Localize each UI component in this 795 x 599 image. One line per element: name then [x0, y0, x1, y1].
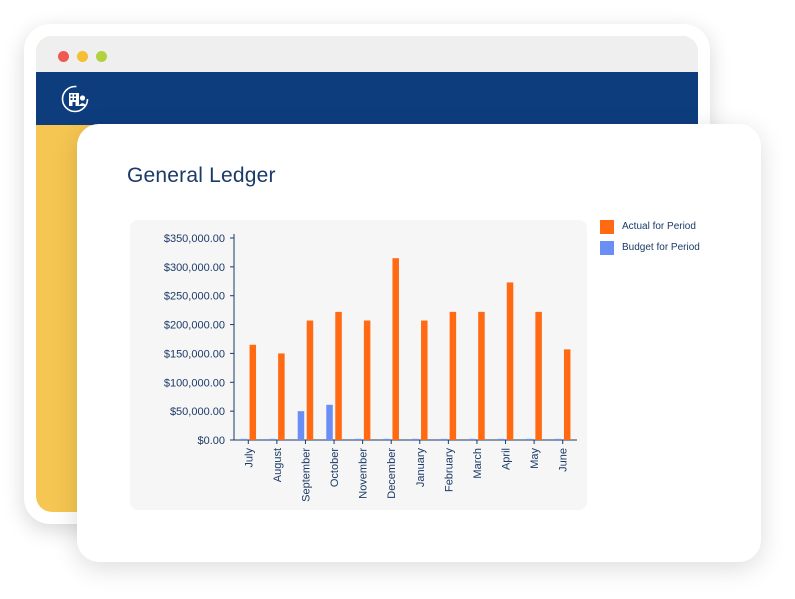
- budget-bar: [554, 438, 562, 440]
- legend-swatch: [600, 241, 614, 255]
- y-tick-label: $350,000.00: [164, 233, 225, 245]
- building-user-icon[interactable]: [61, 85, 89, 113]
- x-tick-label: April: [501, 448, 513, 470]
- legend-label: Budget for Period: [622, 242, 700, 253]
- y-tick-label: $250,000.00: [164, 291, 225, 303]
- y-tick-label: $0.00: [197, 435, 225, 447]
- budget-bar: [326, 404, 333, 440]
- chart-legend: Actual for Period Budget for Period: [600, 220, 750, 262]
- budget-bar: [412, 438, 419, 440]
- chart-panel: $0.00 $50,000.00 $100,000.00 $150,000.00 $20…: [130, 220, 587, 510]
- legend-label: Actual for Period: [622, 221, 696, 232]
- legend-item-actual: Actual for Period: [600, 220, 750, 241]
- actual-bar: [306, 320, 314, 440]
- budget-bar: [526, 438, 533, 440]
- actual-bar: [478, 311, 485, 440]
- legend-item-budget: Budget for Period: [600, 241, 750, 262]
- general-ledger-card: General Ledger $0.00 $50,000.00 $100,000.0…: [77, 124, 761, 562]
- budget-bar: [354, 438, 362, 440]
- y-tick-label: $200,000.00: [164, 320, 225, 332]
- x-tick-label: June: [558, 448, 570, 472]
- x-tick-label: September: [300, 448, 312, 502]
- x-tick-label: August: [272, 448, 284, 482]
- budget-bar: [240, 438, 248, 440]
- actual-bar: [535, 311, 542, 440]
- budget-bar: [383, 438, 390, 440]
- budget-bar: [469, 438, 476, 440]
- y-tick-label: $100,000.00: [164, 377, 225, 389]
- maximize-window-dot[interactable]: [96, 51, 107, 62]
- y-tick-label: $300,000.00: [164, 262, 225, 274]
- actual-bar: [392, 258, 399, 440]
- budget-bar: [440, 438, 448, 440]
- browser-titlebar: [36, 36, 698, 72]
- app-header: [36, 72, 698, 125]
- y-tick-label: $50,000.00: [170, 406, 225, 418]
- budget-bar: [269, 438, 276, 440]
- actual-bar: [563, 349, 571, 440]
- x-tick-label: January: [415, 448, 427, 488]
- page-title: General Ledger: [127, 164, 276, 187]
- actual-bar: [449, 311, 457, 440]
- x-tick-label: December: [386, 448, 398, 499]
- x-tick-label: October: [329, 448, 341, 487]
- y-tick-label: $150,000.00: [164, 348, 225, 360]
- actual-bar: [249, 344, 257, 440]
- budget-bar: [297, 411, 305, 440]
- actual-bar: [506, 282, 514, 440]
- x-tick-label: February: [443, 448, 455, 493]
- minimize-window-dot[interactable]: [77, 51, 88, 62]
- legend-swatch: [600, 220, 614, 234]
- x-tick-label: March: [472, 448, 484, 479]
- x-tick-label: November: [358, 448, 370, 499]
- x-tick-label: July: [243, 448, 255, 468]
- close-window-dot[interactable]: [58, 51, 69, 62]
- budget-bar: [497, 438, 505, 440]
- actual-bar: [421, 320, 428, 440]
- x-tick-label: May: [529, 448, 541, 469]
- actual-bar: [278, 353, 285, 440]
- bar-chart: $0.00 $50,000.00 $100,000.00 $150,000.00 $20…: [164, 233, 577, 502]
- actual-bar: [363, 320, 371, 440]
- actual-bar: [335, 311, 342, 440]
